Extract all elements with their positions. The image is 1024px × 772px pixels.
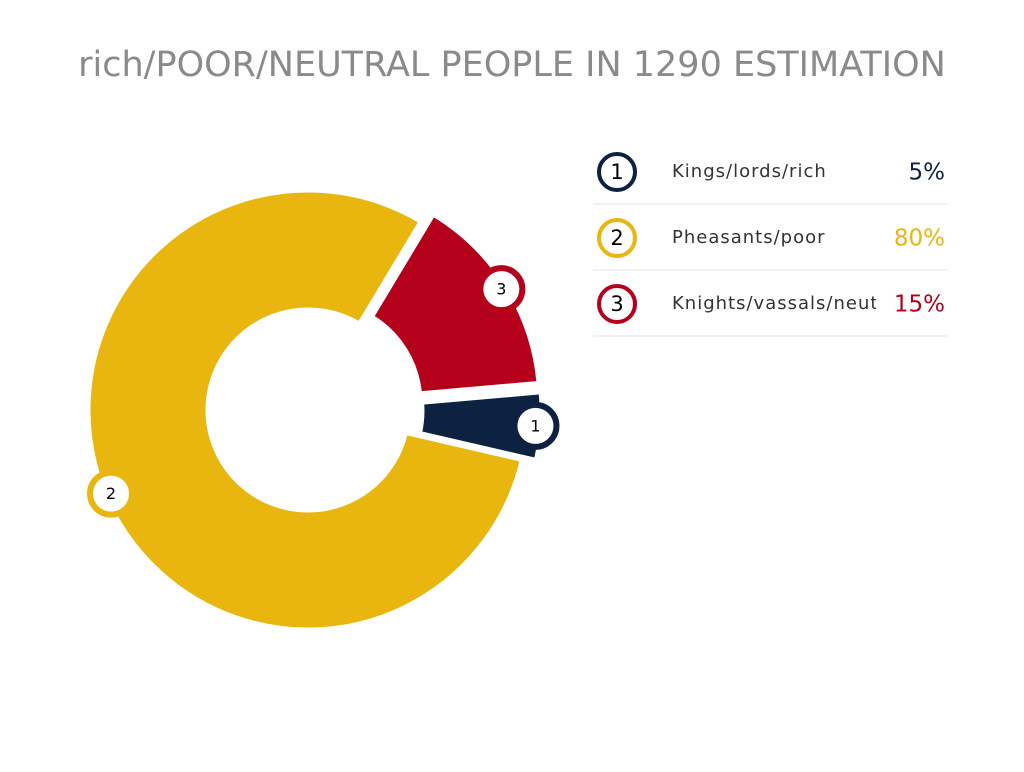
legend-label: Pheasants/poor (672, 227, 826, 248)
legend-value: 15% (894, 292, 945, 318)
legend-marker (597, 284, 637, 324)
legend-marker-label: 2 (610, 226, 623, 250)
slice-marker-label: 3 (496, 280, 506, 299)
chart-title: rich/POOR/NEUTRAL PEOPLE IN 1290 ESTIMAT… (78, 45, 946, 85)
slice-marker-label: 1 (530, 416, 540, 435)
legend-marker (597, 152, 637, 192)
legend: 1 Kings/lords/rich 5% 2 Pheasants/poor 80% 3 Kn… (593, 152, 948, 337)
legend-marker-label: 3 (610, 292, 623, 316)
legend-label: Kings/lords/rich (672, 161, 827, 182)
legend-value: 5% (909, 160, 946, 186)
slice-marker (477, 265, 526, 314)
slice-marker (511, 401, 560, 450)
legend-value: 80% (894, 226, 945, 252)
donut-slice (85, 187, 526, 633)
slice-marker (87, 469, 136, 518)
donut-slice (367, 210, 542, 397)
slice-marker-label: 2 (106, 484, 116, 503)
legend-marker (597, 218, 637, 258)
legend-label: Knights/vassals/neut (672, 293, 878, 314)
legend-marker-label: 1 (610, 160, 623, 184)
